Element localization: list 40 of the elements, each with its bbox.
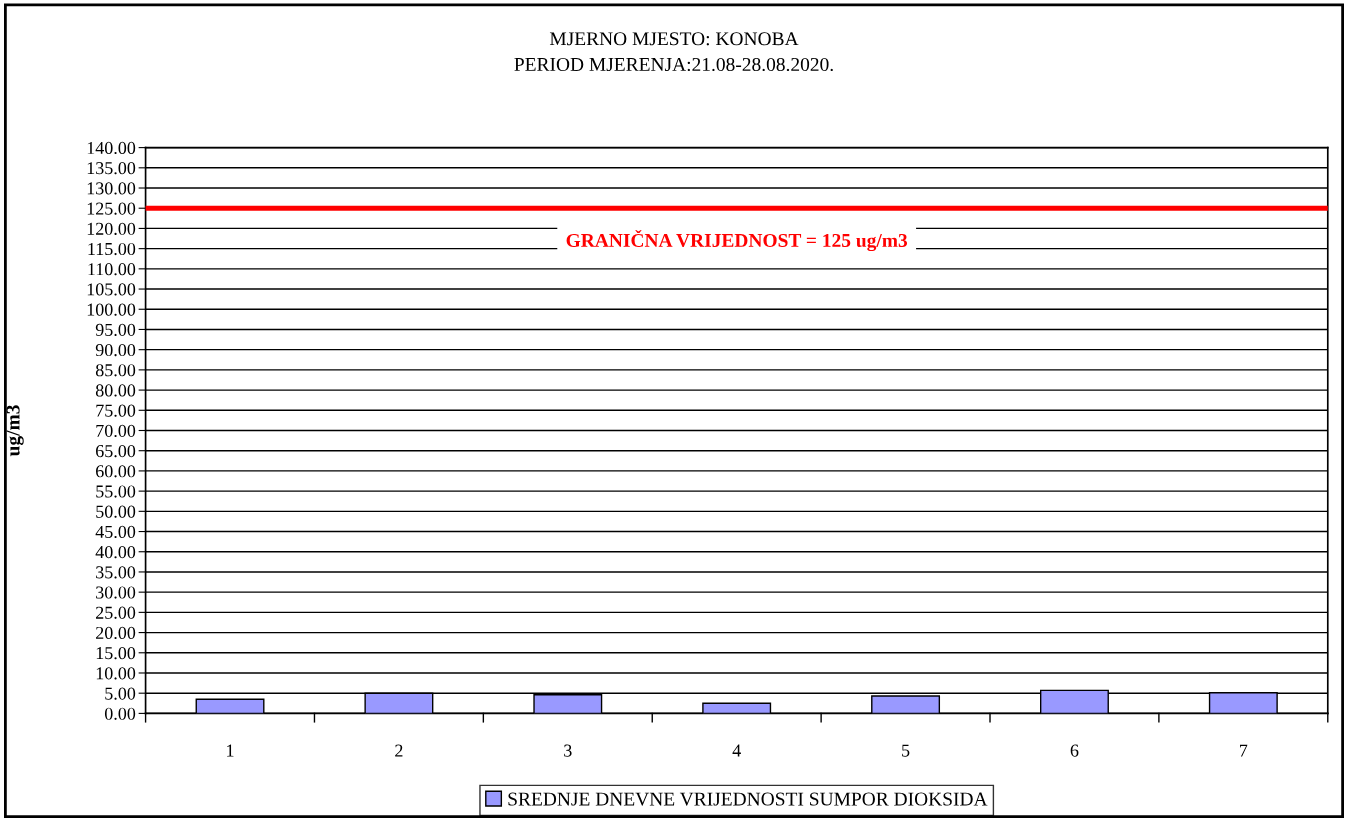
y-tick-label: 0.00: [104, 707, 136, 720]
x-tick-label: 1: [227, 744, 234, 757]
y-tick-label: 10.00: [96, 667, 136, 680]
x-tick-label: 2: [395, 744, 403, 757]
y-tick-label: 20.00: [96, 626, 136, 640]
y-tick-label: 135.00: [87, 162, 136, 175]
y-tick-label: 100.00: [87, 303, 136, 316]
x-tick-label: 5: [902, 744, 910, 757]
chart-title: MJERNO MJESTO: KONOBA PERIOD MJERENJA:21.08-28.08.2020.: [514, 32, 833, 72]
y-tick-label: 30.00: [96, 586, 136, 599]
y-tick-label: 140.00: [87, 141, 136, 155]
y-tick-label: 25.00: [96, 606, 136, 619]
y-tick-label: 40.00: [95, 546, 136, 559]
x-tick-label: 4: [732, 744, 741, 757]
y-tick-label: 5.00: [105, 687, 136, 700]
y-tick-label: 90.00: [95, 343, 136, 357]
y-tick-label: 35.00: [96, 566, 136, 579]
y-tick-label: 65.00: [96, 444, 136, 458]
y-tick-label: 75.00: [96, 404, 136, 417]
y-tick-label: 50.00: [96, 505, 136, 518]
y-tick-label: 45.00: [95, 525, 136, 539]
y-tick-label: 125.00: [87, 202, 136, 215]
y-tick-label: 115.00: [88, 242, 136, 256]
y-tick-label: 120.00: [87, 222, 136, 235]
y-tick-label: 85.00: [95, 364, 136, 377]
y-tick-label: 55.00: [96, 485, 136, 498]
ref-line-label: GRANIČNA VRIJEDNOST = 125 ug/m3: [566, 230, 908, 252]
y-tick-label: 105.00: [87, 283, 136, 296]
y-tick-label: 60.00: [96, 465, 136, 478]
x-tick-label: 7: [1240, 744, 1248, 757]
y-axis-title: ug/m3: [6, 405, 24, 457]
y-tick-label: 130.00: [87, 182, 136, 195]
x-tick-label: 3: [564, 744, 572, 757]
y-tick-label: 80.00: [95, 384, 136, 397]
legend-label: SREDNJE DNEVNE VRIJEDNOSTI SUMPOR DIOKSIDA: [508, 792, 988, 806]
y-tick-label: 110.00: [88, 263, 136, 276]
y-tick-label: 95.00: [95, 323, 136, 336]
x-tick-label: 6: [1070, 744, 1079, 757]
y-tick-label: 15.00: [96, 647, 136, 660]
y-tick-label: 70.00: [96, 424, 136, 438]
